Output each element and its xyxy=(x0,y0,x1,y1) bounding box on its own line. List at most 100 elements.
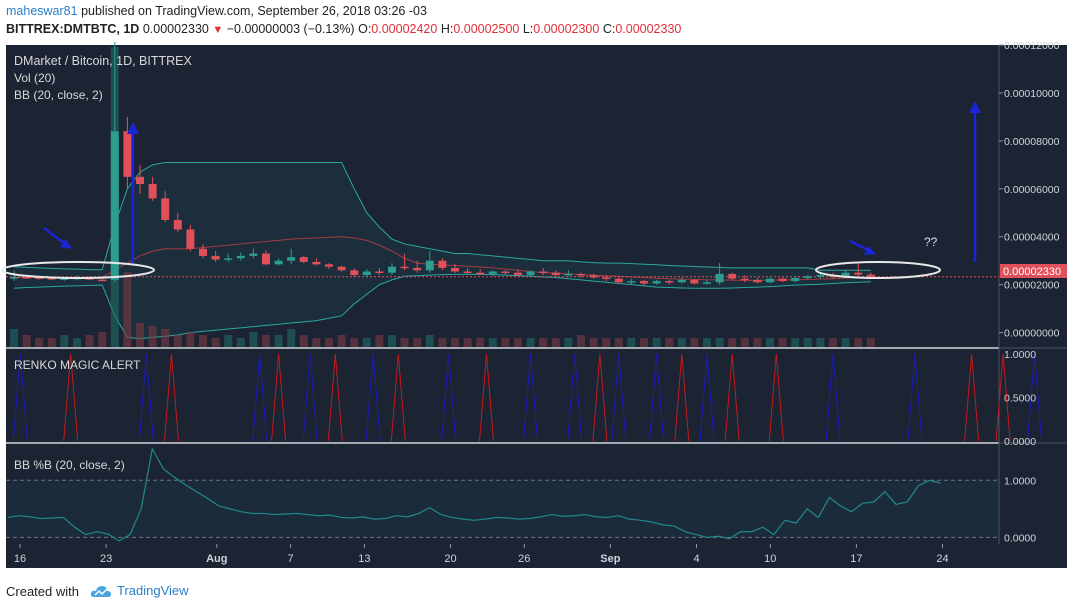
candle-body xyxy=(35,277,44,279)
publish-info: published on TradingView.com, September … xyxy=(81,4,427,18)
renko-spike xyxy=(164,353,179,442)
volume-bar xyxy=(98,332,107,347)
renko-spike xyxy=(12,353,28,442)
volume-bar xyxy=(854,338,863,347)
candle-body xyxy=(854,272,863,275)
candle-body xyxy=(539,271,548,273)
candle-body xyxy=(677,279,686,283)
renko-spike xyxy=(138,353,154,442)
price-tick-label: 0.00004000 xyxy=(1004,232,1060,244)
volume-bar xyxy=(47,338,56,347)
candle-body xyxy=(262,253,270,265)
author-link[interactable]: maheswar81 xyxy=(6,4,78,18)
bbpb-band-fill xyxy=(6,480,999,538)
volume-bar xyxy=(803,338,812,347)
candle-body xyxy=(766,278,774,283)
renko-spike xyxy=(611,353,627,442)
candle-body xyxy=(199,248,207,256)
volume-legend: Vol (20) xyxy=(14,71,55,85)
bbpb-tick-label: 0.0000 xyxy=(1004,532,1036,544)
bbpb-tick-label: 1.0000 xyxy=(1004,475,1036,487)
volume-bar xyxy=(362,338,371,347)
volume-bar xyxy=(287,329,296,347)
time-tick-label: 4 xyxy=(693,553,699,565)
highlight-ellipse-right xyxy=(815,261,941,279)
candle-body xyxy=(224,258,233,260)
arrow-icon-diagonal-right xyxy=(849,239,876,255)
renko-spike xyxy=(964,353,980,442)
volume-bar xyxy=(589,338,598,347)
candle-body xyxy=(362,271,371,276)
time-tick-label: 7 xyxy=(288,553,294,565)
annotations: ?? xyxy=(1,101,981,279)
candle-body xyxy=(614,278,623,283)
main-pane-title: DMarket / Bitcoin, 1D, BITTREX xyxy=(14,54,192,68)
candle-body xyxy=(236,255,245,259)
time-tick-label: 24 xyxy=(936,553,948,565)
candle-body xyxy=(753,279,762,283)
volume-bar xyxy=(199,335,207,347)
renko-spike xyxy=(302,353,318,442)
candle-body xyxy=(451,267,459,272)
volume-bar xyxy=(715,338,724,347)
candle-body xyxy=(249,253,258,256)
volume-bar xyxy=(425,335,434,347)
renko-spike xyxy=(365,353,381,442)
open-label: O: xyxy=(358,22,372,36)
chart-canvas[interactable]: 0.00012000 0.00010000 0.00008000 0.00006000… xyxy=(0,42,1073,578)
candle-body xyxy=(337,266,346,271)
candle-body xyxy=(488,271,497,274)
volume-bar xyxy=(640,338,648,347)
volume-bar xyxy=(262,335,270,347)
volume-bar xyxy=(186,332,195,347)
candle-body xyxy=(60,278,69,280)
created-with-label: Created with xyxy=(6,584,79,599)
renko-spike xyxy=(592,353,608,442)
arrow-icon-up-left xyxy=(127,122,139,263)
renko-spike xyxy=(1027,353,1043,442)
candle-body xyxy=(463,271,472,273)
volume-bar xyxy=(526,338,535,347)
volume-bar xyxy=(274,335,283,347)
bb-legend: BB (20, close, 2) xyxy=(14,88,103,102)
candle-body xyxy=(400,266,409,269)
time-tick-label: 10 xyxy=(764,553,776,565)
candle-body xyxy=(728,273,737,279)
volume-bar xyxy=(350,338,359,347)
tradingview-link[interactable]: TradingView xyxy=(90,583,189,598)
down-arrow-icon: ▼ xyxy=(212,24,224,36)
volume-bar xyxy=(312,338,321,347)
volume-bar xyxy=(740,338,749,347)
candle-body xyxy=(299,257,308,262)
volume-bar xyxy=(614,338,623,347)
price-axis-bg xyxy=(999,45,1067,544)
volume-bar xyxy=(375,335,384,347)
volume-bar xyxy=(22,335,31,347)
renko-spike xyxy=(724,353,740,442)
volume-bar xyxy=(791,338,800,347)
candle-body xyxy=(110,131,119,280)
volume-bar xyxy=(236,338,245,347)
volume-bar xyxy=(451,338,459,347)
volume-bar xyxy=(501,338,510,347)
volume-bar xyxy=(400,338,409,347)
low-value: 0.00002300 xyxy=(533,22,600,36)
candle-body xyxy=(740,278,749,281)
renko-spike xyxy=(907,353,923,442)
volume-bar xyxy=(249,332,258,347)
volume-bar xyxy=(299,335,308,347)
renko-spike xyxy=(768,353,784,442)
publish-line: maheswar81 published on TradingView.com,… xyxy=(6,4,427,18)
tradingview-cloud-icon xyxy=(90,585,111,597)
bb-band-fill xyxy=(14,162,871,339)
volume-bar xyxy=(829,338,837,347)
volume-bar xyxy=(136,323,144,347)
volume-bar xyxy=(224,335,233,347)
volume-bar xyxy=(463,338,472,347)
time-tick-label: 16 xyxy=(14,553,26,565)
renko-spike xyxy=(649,353,665,442)
candle-body xyxy=(438,260,447,268)
volume-bar xyxy=(577,335,585,347)
bbpb-pane-bg xyxy=(6,444,999,544)
candle-body xyxy=(816,275,825,277)
